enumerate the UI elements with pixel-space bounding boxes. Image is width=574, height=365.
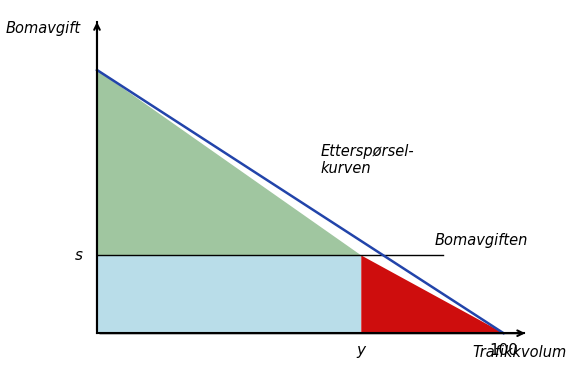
Text: Bomavgiften: Bomavgiften <box>435 233 528 248</box>
Text: Trafikkvolum: Trafikkvolum <box>473 345 567 360</box>
Text: y: y <box>357 343 366 358</box>
Polygon shape <box>97 255 361 333</box>
Text: Etterspørsel-
kurven: Etterspørsel- kurven <box>321 143 414 176</box>
Text: Bomavgift: Bomavgift <box>6 20 81 36</box>
Polygon shape <box>361 255 503 333</box>
Polygon shape <box>97 70 361 256</box>
Text: 100: 100 <box>489 343 518 358</box>
Text: s: s <box>75 248 83 263</box>
